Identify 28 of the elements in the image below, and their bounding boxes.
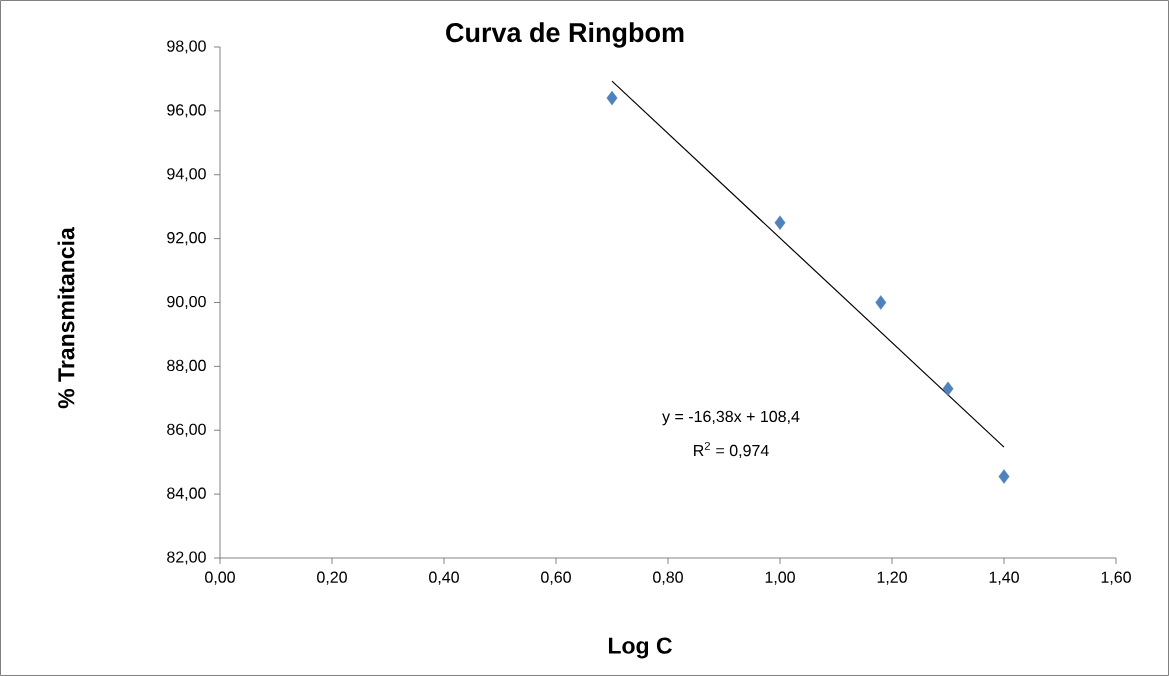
y-tick-label: 88,00 [167,359,206,373]
chart-title: Curva de Ringbom [446,22,684,48]
annotation: R$^{2}$ = 0,974 [694,441,769,459]
x-tick-label: 1,60 [1101,571,1131,585]
y-tick-label: 90,00 [167,295,206,310]
x-tick-label: 0,80 [653,571,683,585]
point [774,215,786,230]
x-tick-label: 0,20 [317,571,347,585]
y-axis-title: % Transmitancia [57,227,75,409]
y-tick-label: 84,00 [167,487,206,501]
x-axis-title: Log C [608,637,672,659]
x-tick-label: 0,40 [429,571,459,585]
x-tick-label: 1,40 [989,571,1019,585]
y-tick-label: 94,00 [167,168,206,182]
y-tick-label: 82,00 [167,551,206,565]
point [606,90,618,106]
y-tick-label: 96,00 [167,104,206,118]
point [875,295,887,310]
point [942,381,954,396]
y-tick-label: 92,00 [167,232,206,246]
x-tick-label: 0,00 [205,571,235,585]
x-tick-label: 0,60 [541,571,571,585]
x-tick-label: 1,00 [765,571,795,585]
annotation: y = -16,38x + 108,4 [662,410,800,426]
point [998,469,1010,484]
y-tick-label: 86,00 [167,423,206,437]
y-tick-label: 98,00 [167,40,206,54]
x-tick-label: 1,20 [877,571,907,585]
